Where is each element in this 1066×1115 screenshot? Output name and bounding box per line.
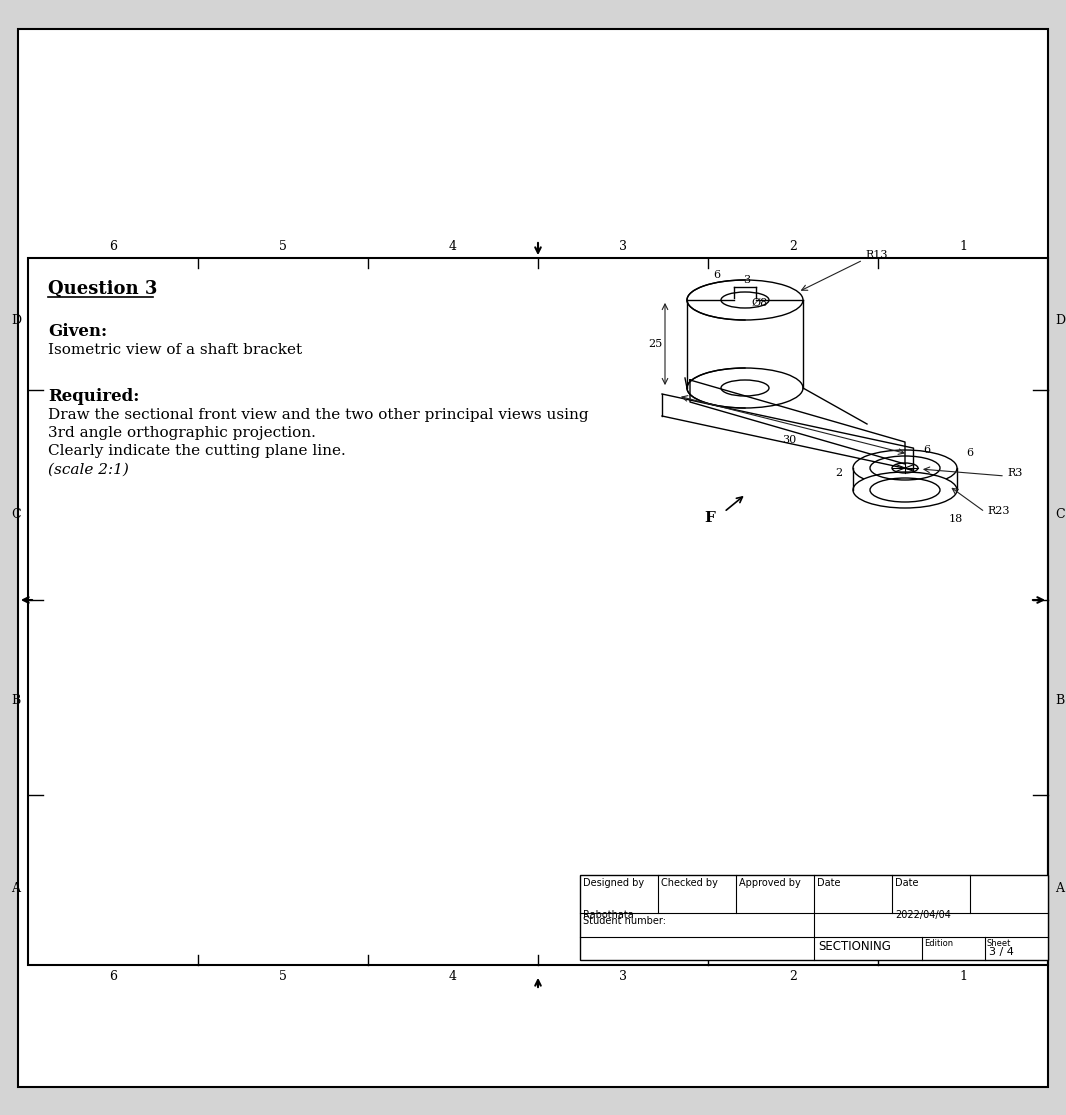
Text: 3: 3 bbox=[743, 275, 750, 285]
Text: 1: 1 bbox=[959, 240, 967, 252]
Text: 6: 6 bbox=[923, 445, 931, 455]
Text: Isometric view of a shaft bracket: Isometric view of a shaft bracket bbox=[48, 343, 302, 357]
Text: Question 3: Question 3 bbox=[48, 280, 158, 298]
Text: 4: 4 bbox=[449, 970, 457, 983]
Text: C: C bbox=[1055, 508, 1065, 522]
Text: 3rd angle orthographic projection.: 3rd angle orthographic projection. bbox=[48, 426, 316, 440]
Text: Edition: Edition bbox=[923, 939, 953, 948]
Text: Checked by: Checked by bbox=[661, 878, 717, 888]
Text: SECTIONING: SECTIONING bbox=[819, 940, 891, 953]
Text: 3: 3 bbox=[619, 240, 627, 252]
Text: 2: 2 bbox=[836, 468, 842, 478]
Text: D: D bbox=[11, 313, 21, 327]
Text: R23: R23 bbox=[987, 506, 1010, 516]
Text: 3: 3 bbox=[619, 970, 627, 983]
Text: R13: R13 bbox=[865, 250, 888, 260]
Text: B: B bbox=[1055, 694, 1065, 707]
Text: Sheet: Sheet bbox=[987, 939, 1012, 948]
Text: Rabothata: Rabothata bbox=[583, 910, 634, 920]
Ellipse shape bbox=[853, 472, 957, 508]
Text: 6: 6 bbox=[109, 240, 117, 252]
Text: 6: 6 bbox=[109, 970, 117, 983]
Text: F: F bbox=[704, 511, 715, 525]
Text: R3: R3 bbox=[1007, 468, 1022, 478]
Text: 6: 6 bbox=[713, 270, 721, 280]
Text: Ø8: Ø8 bbox=[752, 298, 768, 308]
Text: 3 / 4: 3 / 4 bbox=[989, 947, 1014, 957]
Text: 30: 30 bbox=[782, 435, 796, 445]
Bar bbox=[28, 258, 1048, 964]
Text: 6: 6 bbox=[967, 448, 973, 458]
Text: B: B bbox=[12, 694, 20, 707]
Text: 5: 5 bbox=[279, 240, 287, 252]
Text: Required:: Required: bbox=[48, 388, 140, 405]
Text: 2: 2 bbox=[789, 970, 797, 983]
Text: (scale 2:1): (scale 2:1) bbox=[48, 463, 129, 477]
Text: Date: Date bbox=[895, 878, 919, 888]
Text: Student number:: Student number: bbox=[583, 917, 666, 927]
Text: Given:: Given: bbox=[48, 323, 107, 340]
Text: 18: 18 bbox=[949, 514, 964, 524]
Text: Draw the sectional front view and the two other principal views using: Draw the sectional front view and the tw… bbox=[48, 408, 588, 421]
Text: C: C bbox=[11, 508, 21, 522]
Text: Date: Date bbox=[817, 878, 840, 888]
Text: Approved by: Approved by bbox=[739, 878, 801, 888]
Text: 5: 5 bbox=[279, 970, 287, 983]
Text: D: D bbox=[1055, 313, 1065, 327]
Text: 2: 2 bbox=[789, 240, 797, 252]
Ellipse shape bbox=[687, 368, 803, 408]
Bar bbox=[580, 875, 1048, 960]
Text: 4: 4 bbox=[449, 240, 457, 252]
Text: Clearly indicate the cutting plane line.: Clearly indicate the cutting plane line. bbox=[48, 444, 345, 458]
Text: 25: 25 bbox=[648, 339, 662, 349]
Text: 2022/04/04: 2022/04/04 bbox=[895, 910, 951, 920]
Text: A: A bbox=[12, 882, 20, 894]
Text: Designed by: Designed by bbox=[583, 878, 644, 888]
Text: 1: 1 bbox=[959, 970, 967, 983]
Text: A: A bbox=[1055, 882, 1065, 894]
